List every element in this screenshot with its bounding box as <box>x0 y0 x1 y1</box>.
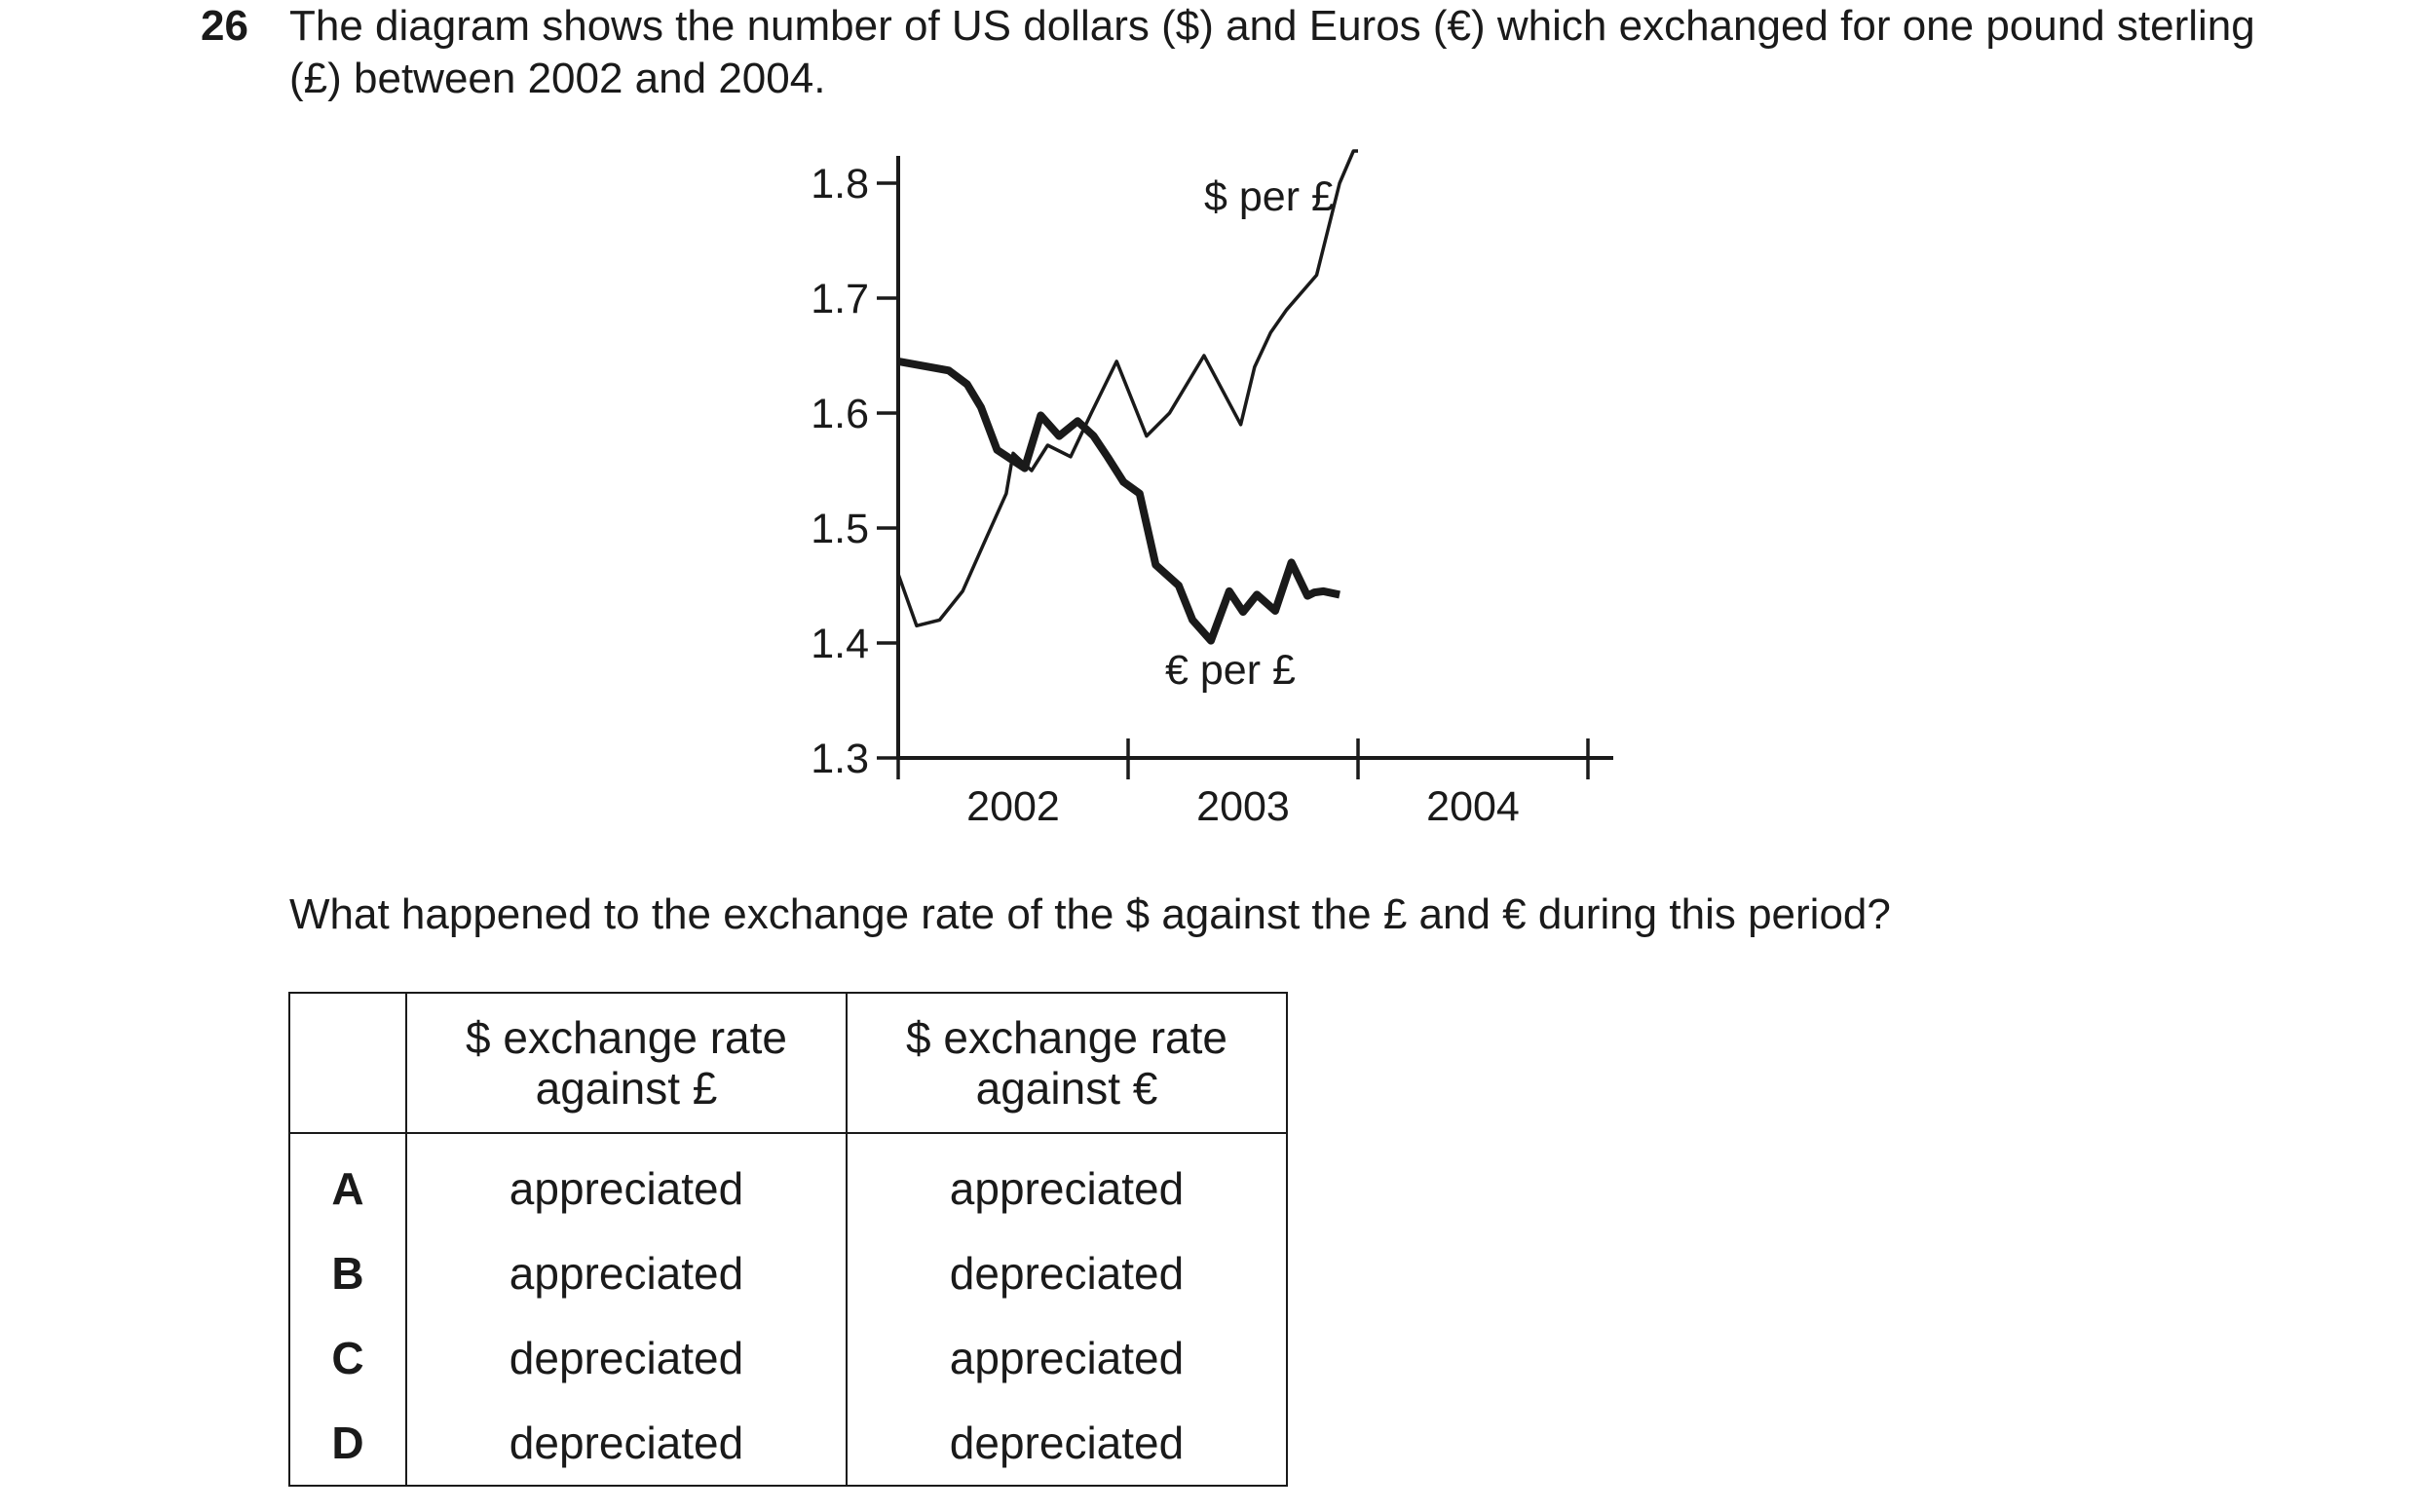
option-letter: A <box>288 1133 407 1230</box>
header-pound-rate-text: $ exchange rate against £ <box>466 1012 787 1114</box>
answer-table-header-row: $ exchange rate against £ $ exchange rat… <box>288 992 1288 1134</box>
y-tick-group: 1.3 1.4 1.5 1.6 1.7 1.8 <box>811 161 898 782</box>
option-euro-value: appreciated <box>846 1315 1288 1400</box>
option-pound-value: depreciated <box>405 1400 848 1487</box>
header-euro-rate-text: $ exchange rate against € <box>906 1012 1227 1114</box>
exchange-rate-chart: 1.31.41.51.61.71.8 2002 2003 2004 $ per £ … <box>811 149 1613 830</box>
x-tick-label: 2003 <box>1196 783 1290 830</box>
question-number: 26 <box>201 2 248 50</box>
y-tick-label: 1.7 <box>811 276 869 322</box>
header-letter-cell <box>288 992 407 1134</box>
question-prompt: What happened to the exchange rate of th… <box>289 890 1891 938</box>
option-letter: C <box>288 1315 407 1400</box>
y-tick-label: 1.6 <box>811 391 869 437</box>
option-pound-value: depreciated <box>405 1315 848 1400</box>
option-euro-value: appreciated <box>846 1133 1288 1230</box>
x-tick-label: 2002 <box>966 783 1060 830</box>
y-tick-label: 1.4 <box>811 621 869 667</box>
x-tick-group: 2002 2003 2004 <box>896 738 1590 830</box>
x-tick-label: 2004 <box>1426 783 1520 830</box>
y-tick-label: 1.3 <box>811 736 869 782</box>
option-pound-value: appreciated <box>405 1230 848 1315</box>
option-euro-value: depreciated <box>846 1230 1288 1315</box>
answer-option-row-d[interactable]: D depreciated depreciated <box>288 1400 1288 1487</box>
answer-option-row-c[interactable]: C depreciated appreciated <box>288 1315 1288 1400</box>
y-tick-label: 1.5 <box>811 506 869 552</box>
y-tick-label: 1.8 <box>811 161 869 208</box>
question-text: The diagram shows the number of US dolla… <box>289 2 2255 102</box>
answer-option-row-a[interactable]: A appreciated appreciated <box>288 1133 1288 1230</box>
usd-series-label: $ per £ <box>1204 173 1335 220</box>
header-pound-rate: $ exchange rate against £ <box>405 992 848 1134</box>
option-euro-value: depreciated <box>846 1400 1288 1487</box>
header-euro-rate: $ exchange rate against € <box>846 992 1288 1134</box>
option-letter: D <box>288 1400 407 1487</box>
answer-option-row-b[interactable]: B appreciated depreciated <box>288 1230 1288 1315</box>
chart-axes <box>896 156 1613 760</box>
usd-per-gbp-line <box>896 149 1358 628</box>
answer-table: $ exchange rate against £ $ exchange rat… <box>288 992 1288 1487</box>
option-pound-value: appreciated <box>405 1133 848 1230</box>
eur-series-label: € per £ <box>1165 647 1296 694</box>
eur-per-gbp-line <box>897 357 1340 645</box>
option-letter: B <box>288 1230 407 1315</box>
